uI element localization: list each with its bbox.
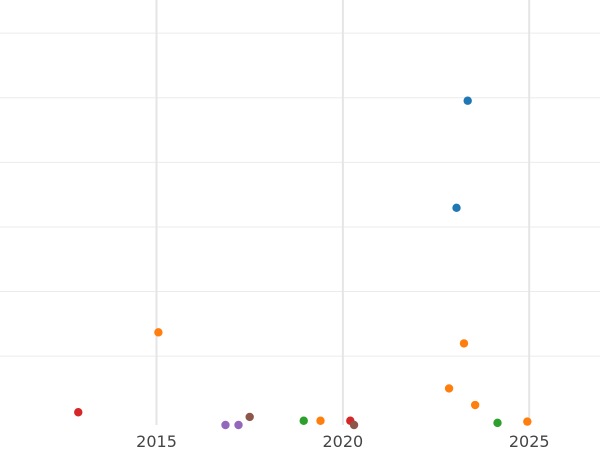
data-point-9 [444,384,454,393]
data-point-13 [470,400,480,410]
x-axis-tick-labels: 2015 2020 2025 [136,432,549,450]
data-point-14 [493,418,502,428]
y-gridlines [0,32,600,357]
data-point-6 [316,416,325,425]
data-points [74,96,532,430]
data-point-3 [234,420,243,430]
data-point-11 [459,339,469,348]
data-point-8 [349,420,359,430]
x-gridlines [155,0,531,425]
x-tick-label-2020: 2020 [322,432,363,450]
data-point-15 [523,417,532,426]
x-tick-label-2025: 2025 [509,432,550,450]
data-point-10 [452,203,461,213]
data-point-0 [74,408,83,417]
data-point-1 [154,328,163,337]
data-point-4 [245,412,254,422]
data-point-2 [221,420,230,430]
x-tick-label-2015: 2015 [136,432,177,450]
data-point-5 [299,416,308,425]
data-point-12 [463,96,472,105]
